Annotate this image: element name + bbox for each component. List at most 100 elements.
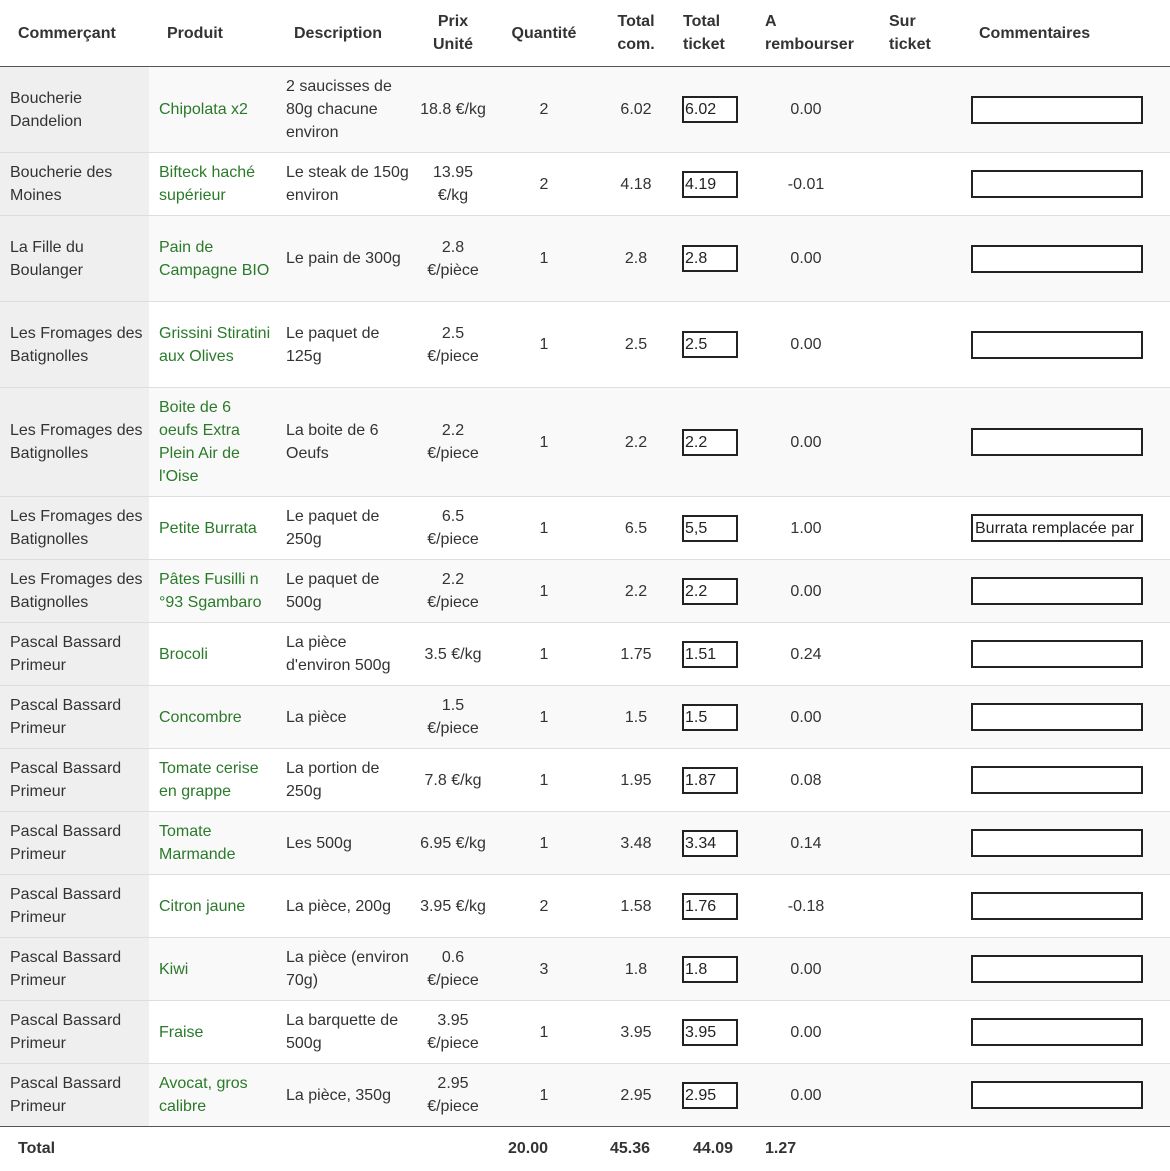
merchant-cell: Les Fromages des Batignolles (0, 388, 149, 497)
ticket-total-input[interactable] (682, 96, 738, 123)
comment-cell (964, 686, 1170, 749)
comment-cell (964, 67, 1170, 153)
description-cell: Le pain de 300g (278, 216, 413, 302)
comment-input[interactable] (971, 428, 1143, 456)
product-link[interactable]: Pâtes Fusilli n °93 Sgambaro (159, 571, 261, 611)
ticket-total-input[interactable] (682, 893, 738, 920)
ticket-total-input[interactable] (682, 331, 738, 358)
comment-input[interactable] (971, 577, 1143, 605)
on-ticket-cell (884, 938, 964, 1001)
quantity-cell: 2 (493, 875, 595, 938)
product-link[interactable]: Boite de 6 oeufs Extra Plein Air de l'Oi… (159, 399, 240, 485)
comment-input[interactable] (971, 96, 1143, 124)
merchant-cell: Pascal Bassard Primeur (0, 812, 149, 875)
unit-price-cell: 2.2 €/piece (413, 560, 493, 623)
product-cell: Brocoli (149, 623, 278, 686)
comment-input[interactable] (971, 331, 1143, 359)
comment-cell (964, 812, 1170, 875)
product-link[interactable]: Fraise (159, 1024, 203, 1041)
product-link[interactable]: Chipolata x2 (159, 101, 248, 118)
header-product[interactable]: Produit (149, 0, 278, 67)
product-link[interactable]: Tomate cerise en grappe (159, 760, 259, 800)
comment-input[interactable] (971, 703, 1143, 731)
ticket-total-input[interactable] (682, 429, 738, 456)
comment-input[interactable] (971, 829, 1143, 857)
ticket-total-input[interactable] (682, 704, 738, 731)
ticket-total-input[interactable] (682, 956, 738, 983)
total-ordered-cell: 2.2 (595, 388, 677, 497)
comment-input[interactable]: Burrata remplacée par Mozzarella (971, 514, 1143, 542)
ticket-total-input[interactable] (682, 245, 738, 272)
comment-input[interactable] (971, 245, 1143, 273)
comment-input[interactable] (971, 1081, 1143, 1109)
comment-input[interactable] (971, 955, 1143, 983)
total-ordered-cell: 6.5 (595, 497, 677, 560)
footer-ordered-total: 45.36 (595, 1127, 677, 1171)
header-description[interactable]: Description (278, 0, 413, 67)
ticket-cell (677, 302, 759, 388)
product-cell: Boite de 6 oeufs Extra Plein Air de l'Oi… (149, 388, 278, 497)
quantity-cell: 1 (493, 388, 595, 497)
comment-input[interactable] (971, 170, 1143, 198)
description-cell: Les 500g (278, 812, 413, 875)
comment-input[interactable] (971, 640, 1143, 668)
product-link[interactable]: Bifteck haché supérieur (159, 164, 255, 204)
refund-cell: 0.00 (759, 1064, 884, 1127)
table-footer: Total 20.00 45.36 44.09 1.27 (0, 1127, 1170, 1171)
ticket-cell (677, 1001, 759, 1064)
ticket-total-input[interactable] (682, 1019, 738, 1046)
ticket-total-input[interactable] (682, 171, 738, 198)
ticket-cell (677, 749, 759, 812)
comment-input[interactable] (971, 766, 1143, 794)
unit-price-cell: 2.2 €/piece (413, 388, 493, 497)
ticket-total-input[interactable] (682, 515, 738, 542)
header-quantity[interactable]: Quantité (493, 0, 595, 67)
product-link[interactable]: Grissini Stiratini aux Olives (159, 325, 270, 365)
product-link[interactable]: Pain de Campagne BIO (159, 239, 269, 279)
header-comments[interactable]: Commentaires (964, 0, 1170, 67)
ticket-total-input[interactable] (682, 830, 738, 857)
description-cell: La pièce, 200g (278, 875, 413, 938)
product-cell: Tomate cerise en grappe (149, 749, 278, 812)
header-merchant[interactable]: Commerçant (0, 0, 149, 67)
product-link[interactable]: Brocoli (159, 646, 208, 663)
ticket-cell (677, 497, 759, 560)
refund-cell: 0.00 (759, 67, 884, 153)
total-ordered-cell: 2.8 (595, 216, 677, 302)
product-link[interactable]: Kiwi (159, 961, 188, 978)
ticket-total-input[interactable] (682, 578, 738, 605)
description-cell: Le steak de 150g environ (278, 153, 413, 216)
comment-input[interactable] (971, 892, 1143, 920)
total-ordered-cell: 3.48 (595, 812, 677, 875)
product-link[interactable]: Concombre (159, 709, 242, 726)
on-ticket-cell (884, 153, 964, 216)
ticket-total-input[interactable] (682, 767, 738, 794)
ticket-cell (677, 388, 759, 497)
ticket-total-input[interactable] (682, 1082, 738, 1109)
ticket-total-input[interactable] (682, 641, 738, 668)
product-link[interactable]: Petite Burrata (159, 520, 257, 537)
product-link[interactable]: Citron jaune (159, 898, 245, 915)
description-cell: 2 saucisses de 80g chacune environ (278, 67, 413, 153)
comment-input[interactable] (971, 1018, 1143, 1046)
ticket-cell (677, 1064, 759, 1127)
product-link[interactable]: Avocat, gros calibre (159, 1075, 248, 1115)
comment-cell (964, 875, 1170, 938)
comment-cell (964, 302, 1170, 388)
ticket-cell (677, 686, 759, 749)
comment-cell (964, 153, 1170, 216)
description-cell: Le paquet de 125g (278, 302, 413, 388)
product-link[interactable]: Tomate Marmande (159, 823, 235, 863)
